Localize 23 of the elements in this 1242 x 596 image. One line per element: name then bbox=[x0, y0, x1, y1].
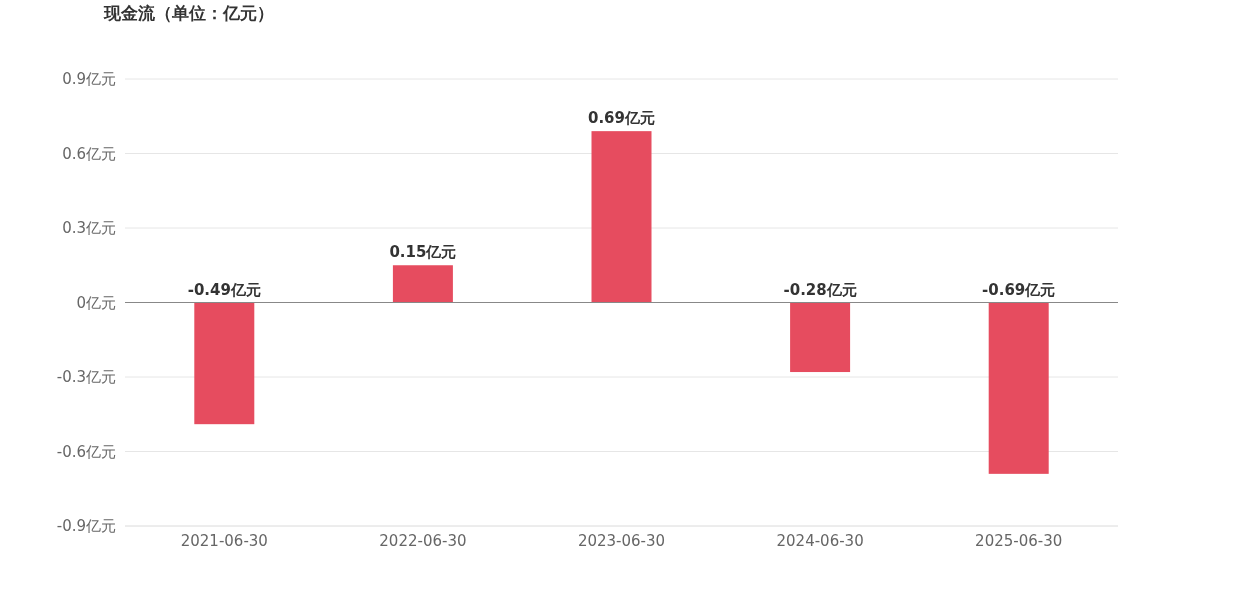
data-label: -0.69亿元 bbox=[982, 280, 1056, 299]
chart-title: 现金流（单位：亿元） bbox=[103, 3, 274, 23]
y-tick-label: 0亿元 bbox=[76, 293, 116, 312]
y-tick-label: -0.6亿元 bbox=[56, 442, 116, 461]
y-tick-label: 0.9亿元 bbox=[62, 70, 116, 88]
x-tick-label: 2024-06-30 bbox=[776, 532, 864, 550]
bar bbox=[988, 302, 1049, 474]
y-tick-label: 0.6亿元 bbox=[62, 144, 116, 163]
x-tick-label: 2025-06-30 bbox=[975, 532, 1063, 550]
x-tick-label: 2022-06-30 bbox=[379, 532, 467, 550]
bar bbox=[392, 265, 453, 303]
bar bbox=[194, 302, 255, 425]
data-label: 0.15亿元 bbox=[389, 243, 457, 262]
y-tick-label: -0.9亿元 bbox=[56, 517, 116, 535]
data-label: -0.49亿元 bbox=[187, 280, 261, 299]
data-label: -0.28亿元 bbox=[783, 280, 857, 299]
x-tick-label: 2023-06-30 bbox=[577, 532, 666, 550]
y-tick-label: -0.3亿元 bbox=[56, 368, 116, 386]
y-tick-label: 0.3亿元 bbox=[62, 219, 116, 237]
bar bbox=[790, 302, 851, 373]
bar bbox=[591, 131, 652, 303]
data-label: 0.69亿元 bbox=[587, 109, 656, 128]
x-tick-label: 2021-06-30 bbox=[180, 532, 268, 550]
